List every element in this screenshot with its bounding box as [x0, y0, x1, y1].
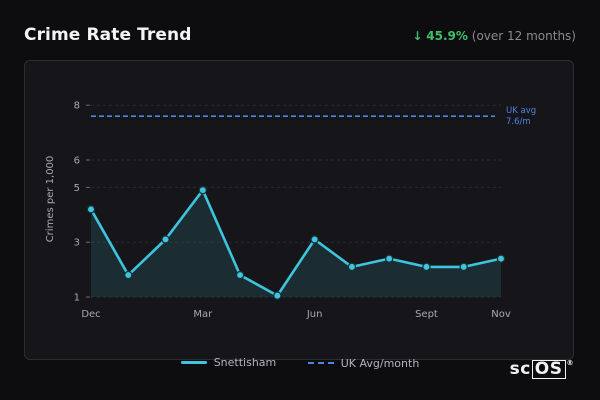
- legend-swatch-solid: [180, 361, 207, 364]
- area-fill-group: [91, 190, 501, 297]
- series-area-fill: [91, 190, 501, 297]
- change-summary: ↓ 45.9% (over 12 months): [412, 29, 576, 43]
- chart-legend: Snettisham UK Avg/month: [0, 354, 600, 370]
- data-point[interactable]: [459, 262, 468, 272]
- y-tick-label: 6: [74, 156, 80, 167]
- grid-lines: [91, 104, 501, 298]
- page-title: Crime Rate Trend: [24, 25, 192, 45]
- data-point[interactable]: [347, 262, 357, 272]
- y-tick-label: 5: [74, 183, 80, 194]
- change-period: (over 12 months): [471, 29, 576, 43]
- x-tick-label: Sept: [415, 309, 438, 320]
- legend-swatch-dashed: [307, 362, 334, 364]
- chart-card: [24, 60, 574, 360]
- data-point[interactable]: [235, 270, 245, 280]
- logo-sc: sc: [509, 359, 531, 379]
- change-percent: 45.9%: [426, 29, 468, 43]
- scos-logo: sc OS ®: [510, 359, 574, 379]
- x-tick-label: Jun: [306, 309, 323, 320]
- data-point[interactable]: [273, 291, 282, 300]
- y-tick-label: 1: [74, 293, 80, 304]
- change-arrow-icon: ↓: [412, 29, 423, 43]
- legend-item-series[interactable]: Snettisham: [180, 356, 277, 369]
- logo-registered-icon: ®: [566, 359, 574, 367]
- reference-label-line1: UK avg: [506, 106, 536, 116]
- data-point[interactable]: [422, 262, 431, 272]
- data-point[interactable]: [198, 185, 208, 195]
- legend-series-label: Snettisham: [213, 356, 277, 369]
- data-point[interactable]: [124, 270, 133, 280]
- y-tick-label: 8: [74, 101, 80, 112]
- legend-item-reference[interactable]: UK Avg/month: [307, 356, 420, 370]
- y-axis-title: Crimes per 1,000: [45, 156, 56, 243]
- x-tick-label: Nov: [491, 309, 511, 320]
- legend-reference-label: UK Avg/month: [340, 356, 420, 370]
- data-point[interactable]: [86, 205, 96, 214]
- reference-label-line2: 7.6/m: [506, 117, 531, 127]
- data-point[interactable]: [161, 235, 170, 244]
- series-points-group: [86, 185, 506, 300]
- data-point[interactable]: [384, 254, 394, 263]
- x-axis-ticks: Dec Mar Jun Sept Nov: [81, 309, 511, 320]
- data-point[interactable]: [496, 254, 506, 263]
- series-line-group: [89, 188, 502, 297]
- x-tick-label: Mar: [193, 309, 213, 320]
- x-tick-label: Dec: [81, 309, 100, 320]
- y-axis-ticks: 1 3 5 6 8: [74, 101, 90, 304]
- y-tick-label: 3: [74, 238, 80, 249]
- series-line: [89, 188, 502, 297]
- data-point[interactable]: [310, 235, 319, 244]
- logo-os: OS: [531, 360, 566, 379]
